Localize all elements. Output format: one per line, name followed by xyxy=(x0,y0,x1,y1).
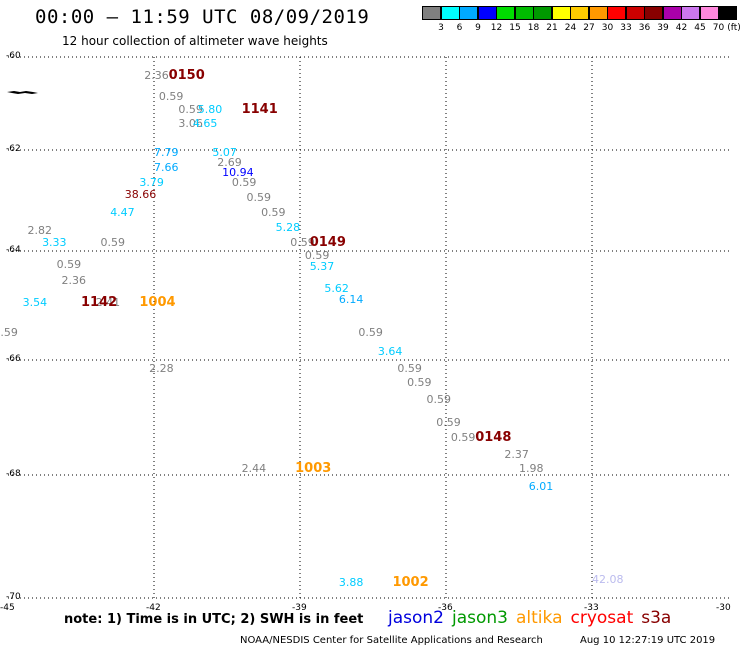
wave-height-value: 4.65 xyxy=(192,117,218,131)
longitude-label: -36 xyxy=(438,603,453,613)
orbit-pass-label: 1004 xyxy=(139,294,176,310)
scale-label: 33 xyxy=(620,23,632,33)
wave-height-value: 2.41 xyxy=(95,295,121,309)
wave-height-value: 6.01 xyxy=(528,480,554,494)
longitude-label: -39 xyxy=(292,603,307,613)
orbit-pass-label: 0149 xyxy=(309,235,346,251)
scale-label: 39 xyxy=(657,23,669,33)
scale-label: 70 xyxy=(712,23,725,33)
scale-swatch xyxy=(718,6,737,20)
scale-label: 27 xyxy=(583,23,595,33)
longitude-label: -30 xyxy=(716,603,731,613)
orbit-pass-label: 0150 xyxy=(168,67,205,83)
wave-height-value: 2.37 xyxy=(504,447,529,461)
wave-height-value: 10.94 xyxy=(222,165,254,179)
orbit-pass-label: 1003 xyxy=(295,461,332,477)
wave-height-value: 3.54 xyxy=(22,295,48,309)
scale-label: 21 xyxy=(546,23,558,33)
wave-height-value: 0.59 xyxy=(358,325,383,339)
scale-label: 24 xyxy=(564,23,577,33)
wave-height-value: 5.80 xyxy=(197,103,223,117)
wave-height-value: 3.06 xyxy=(178,117,203,131)
longitude-label: -33 xyxy=(584,603,599,613)
latitude-label: -68 xyxy=(6,469,21,479)
longitude-label: -45 xyxy=(0,603,15,613)
wave-height-value: 0.59 xyxy=(450,430,476,444)
wave-height-value: 5.28 xyxy=(275,221,301,235)
wave-height-value: 0.59 xyxy=(304,249,330,263)
wave-height-value: 2.82 xyxy=(27,223,52,237)
scale-label: 42 xyxy=(675,23,688,33)
wave-height-value: 4.47 xyxy=(110,206,135,220)
wave-height-value: 0.59 xyxy=(100,236,125,250)
latitude-label: -64 xyxy=(6,245,21,255)
scale-label: 18 xyxy=(527,23,540,33)
scale-label: 3 xyxy=(438,23,444,33)
orbit-pass-label: 1141 xyxy=(241,102,278,118)
legend-entry-jason3: jason3 xyxy=(452,608,508,628)
wave-height-value: 0.59 xyxy=(231,175,257,189)
wave-height-value: 5.37 xyxy=(309,260,335,274)
orbit-pass-label: 0148 xyxy=(475,429,512,445)
satellite-legend: jason2 jason3 altika cryosat s3a xyxy=(388,608,679,628)
wave-height-value: 38.66 xyxy=(124,188,157,202)
scale-unit-label: (ft) xyxy=(727,23,740,33)
scale-label: 15 xyxy=(509,23,521,33)
wave-height-value: 0.59 xyxy=(56,257,82,271)
wave-height-value: 0.59 xyxy=(261,206,286,220)
wave-height-value: 2.69 xyxy=(217,155,242,169)
wave-height-value: 2.28 xyxy=(149,361,174,375)
latitude-label: -70 xyxy=(6,592,21,602)
island-shape xyxy=(7,91,38,94)
scale-label: 12 xyxy=(490,23,503,33)
wave-height-value: 2.36 xyxy=(144,68,169,82)
latitude-label: -66 xyxy=(6,354,21,364)
wave-height-value: 7.66 xyxy=(154,160,179,174)
graticule xyxy=(8,56,732,599)
island-coastline xyxy=(7,91,38,94)
wave-height-value: 3.88 xyxy=(338,575,364,589)
orbit-pass-label: 1142 xyxy=(81,294,118,310)
wave-height-value: 5.07 xyxy=(212,145,237,159)
scale-label: 36 xyxy=(638,23,651,33)
scale-label: 9 xyxy=(475,23,481,33)
wave-height-value: 0.59 xyxy=(436,416,461,430)
longitude-label: -42 xyxy=(146,603,161,613)
wave-height-value: 6.14 xyxy=(338,293,364,307)
latitude-label: -62 xyxy=(6,144,21,154)
wave-height-value: 0.59 xyxy=(158,89,184,103)
scale-label: 45 xyxy=(694,23,706,33)
wave-height-value: 0.59 xyxy=(290,236,315,250)
wave-height-value: 42.08 xyxy=(592,572,624,586)
legend-entry-jason2: jason2 xyxy=(388,608,444,628)
wave-height-value: 3.64 xyxy=(377,344,403,358)
legend-entry-s3a: s3a xyxy=(641,608,672,628)
wave-height-value: 0.59 xyxy=(246,190,271,204)
wave-height-value: 0.59 xyxy=(0,325,18,339)
legend-entry-cryosat: cryosat xyxy=(570,608,634,628)
wave-height-value: 0.59 xyxy=(426,393,452,407)
wave-height-value: 2.36 xyxy=(61,273,87,287)
scale-label: 30 xyxy=(601,23,614,33)
timestamp: Aug 10 12:27:19 UTC 2019 xyxy=(580,635,716,646)
page-subtitle: 12 hour collection of altimeter wave hei… xyxy=(62,34,328,48)
wave-height-value: 0.59 xyxy=(178,103,203,117)
wave-height-value: 3.79 xyxy=(139,175,164,189)
scale-label: 6 xyxy=(456,23,463,33)
wave-height-value: 2.44 xyxy=(241,462,267,476)
latitude-label: -60 xyxy=(6,51,21,61)
page-title: 00:00 — 11:59 UTC 08/09/2019 xyxy=(35,6,370,28)
wave-height-value: 5.62 xyxy=(324,282,349,296)
footer-note: note: 1) Time is in UTC; 2) SWH is in fe… xyxy=(64,612,364,627)
wave-height-value: 0.59 xyxy=(397,361,422,375)
legend-entry-altika: altika xyxy=(516,608,563,628)
wave-height-value: 1.98 xyxy=(519,462,544,476)
wave-height-value: 3.33 xyxy=(42,236,67,250)
orbit-pass-label: 1002 xyxy=(392,574,429,590)
wave-height-value: 0.59 xyxy=(407,376,432,389)
credit-line: NOAA/NESDIS Center for Satellite Applica… xyxy=(240,635,543,646)
wave-height-value: 7.79 xyxy=(154,145,179,159)
